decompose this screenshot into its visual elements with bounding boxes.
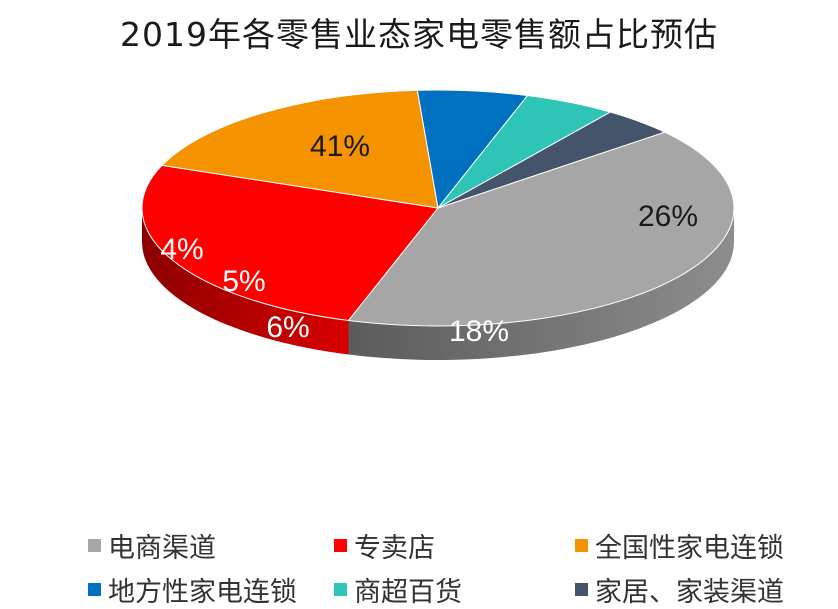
pie-data-labels: 41% 26% 18% 6%5% 4% [160, 130, 698, 348]
legend-swatch [575, 583, 588, 596]
legend-label: 商超百货 [354, 577, 462, 608]
legend-label: 地方性家电连锁 [108, 577, 297, 608]
legend-label: 家居、家装渠道 [595, 577, 784, 608]
pie-slice-3 [160, 89, 439, 209]
pie-side-1 [348, 208, 734, 360]
legend-swatch [575, 539, 588, 552]
data-label-2: 26% [638, 200, 698, 233]
pie-chart: 41% 26% 18% 6%5% 4% [141, 89, 735, 360]
data-label-6: 4% [160, 233, 203, 266]
chart-title: 2019年各零售业态家电零售额占比预估 [120, 15, 718, 54]
pie-top-faces [141, 89, 735, 327]
legend-item-4: 地方性家电连锁 [88, 570, 297, 609]
legend-item-3: 全国性家电连锁 [575, 526, 784, 565]
legend-label: 全国性家电连锁 [595, 533, 784, 564]
pie-slice-2 [141, 164, 439, 322]
legend-swatch [88, 539, 101, 552]
data-label-3: 18% [449, 315, 509, 348]
legend-swatch [334, 539, 347, 552]
legend-label: 专卖店 [354, 533, 435, 564]
legend-label: 电商渠道 [108, 533, 216, 564]
pie-slice-1 [347, 131, 735, 327]
data-label-1: 41% [310, 130, 370, 163]
legend-item-2: 专卖店 [334, 526, 435, 565]
pie-slice-6 [437, 111, 667, 209]
legend-item-1: 电商渠道 [88, 526, 216, 565]
pie-side-2 [142, 208, 349, 355]
data-label-4: 6% [266, 311, 309, 344]
legend-swatch [334, 583, 347, 596]
legend: 电商渠道 专卖店 全国性家电连锁地方性家电连锁 商超百货 家居、家装渠道 [0, 520, 838, 608]
data-label-5: 5% [222, 265, 265, 298]
legend-item-6: 家居、家装渠道 [575, 570, 784, 609]
legend-item-5: 商超百货 [334, 570, 462, 609]
pie-side-faces [142, 208, 734, 360]
legend-swatch [88, 583, 101, 596]
